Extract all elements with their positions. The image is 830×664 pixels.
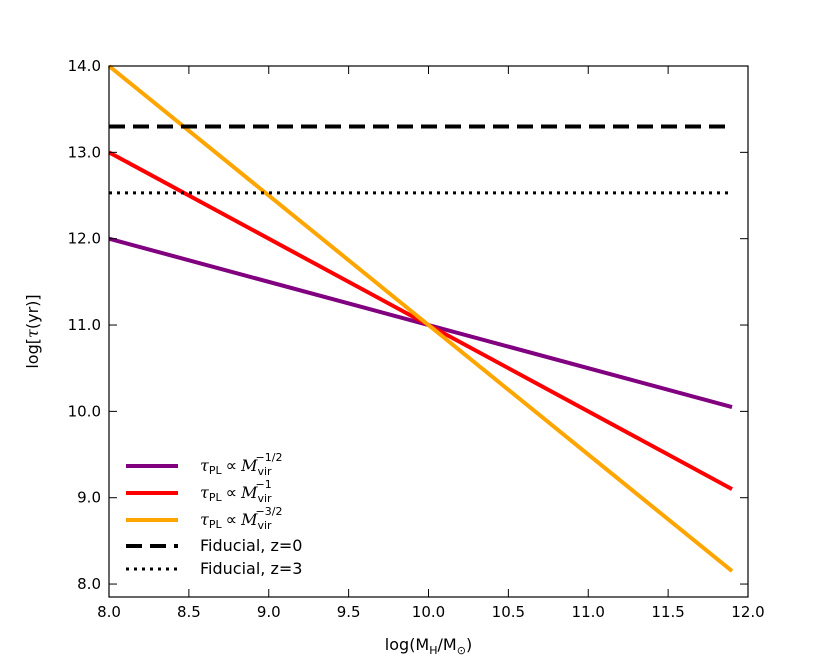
legend-label-fiducial-z0: Fiducial, z=0 bbox=[200, 536, 302, 555]
x-tick-label: 9.5 bbox=[337, 603, 361, 621]
y-tick-label: 11.0 bbox=[68, 316, 101, 334]
x-tick-label: 11.0 bbox=[572, 603, 605, 621]
x-tick-label: 11.5 bbox=[651, 603, 684, 621]
legend-entry-purple: τPL ∝ Mvir−1/2 bbox=[126, 451, 282, 478]
x-tick-label: 10.0 bbox=[412, 603, 445, 621]
legend-label-red: τPL ∝ Mvir−1 bbox=[200, 478, 272, 505]
y-tick-label: 10.0 bbox=[68, 402, 101, 420]
series-line-2 bbox=[107, 64, 734, 573]
y-tick-label: 8.0 bbox=[77, 575, 101, 593]
legend-label-fiducial-z3: Fiducial, z=3 bbox=[200, 559, 302, 578]
x-tick-label: 8.0 bbox=[97, 603, 121, 621]
y-tick-label: 14.0 bbox=[68, 57, 101, 75]
x-tick-label: 8.5 bbox=[177, 603, 201, 621]
series-group bbox=[107, 64, 734, 573]
y-tick-label: 9.0 bbox=[77, 489, 101, 507]
legend-entry-orange: τPL ∝ Mvir−3/2 bbox=[126, 505, 282, 532]
x-tick-label: 12.0 bbox=[731, 603, 764, 621]
legend-entry-red: τPL ∝ Mvir−1 bbox=[126, 478, 272, 505]
x-tick-label: 9.0 bbox=[257, 603, 281, 621]
y-tick-label: 12.0 bbox=[68, 230, 101, 248]
x-axis-label: log(MH/M⊙) bbox=[385, 635, 472, 657]
y-tick-label: 13.0 bbox=[68, 143, 101, 161]
legend-entry-dotted: Fiducial, z=3 bbox=[126, 559, 302, 578]
legend-label-orange: τPL ∝ Mvir−3/2 bbox=[200, 505, 282, 532]
x-tick-label: 10.5 bbox=[492, 603, 525, 621]
y-axis-label: log[τ(yr)] bbox=[23, 294, 42, 368]
ticks-group: 8.0 8.5 9.0 9.5 10.0 10.5 11.0 11.5 12.0 8.0 9.0 10… bbox=[68, 57, 765, 621]
legend-entry-dashed: Fiducial, z=0 bbox=[126, 536, 302, 555]
legend-label-purple: τPL ∝ Mvir−1/2 bbox=[200, 451, 282, 478]
legend: τPL ∝ Mvir−1/2 τPL ∝ Mvir−1 τPL ∝ Mvir−3/2 Fid… bbox=[126, 451, 302, 578]
